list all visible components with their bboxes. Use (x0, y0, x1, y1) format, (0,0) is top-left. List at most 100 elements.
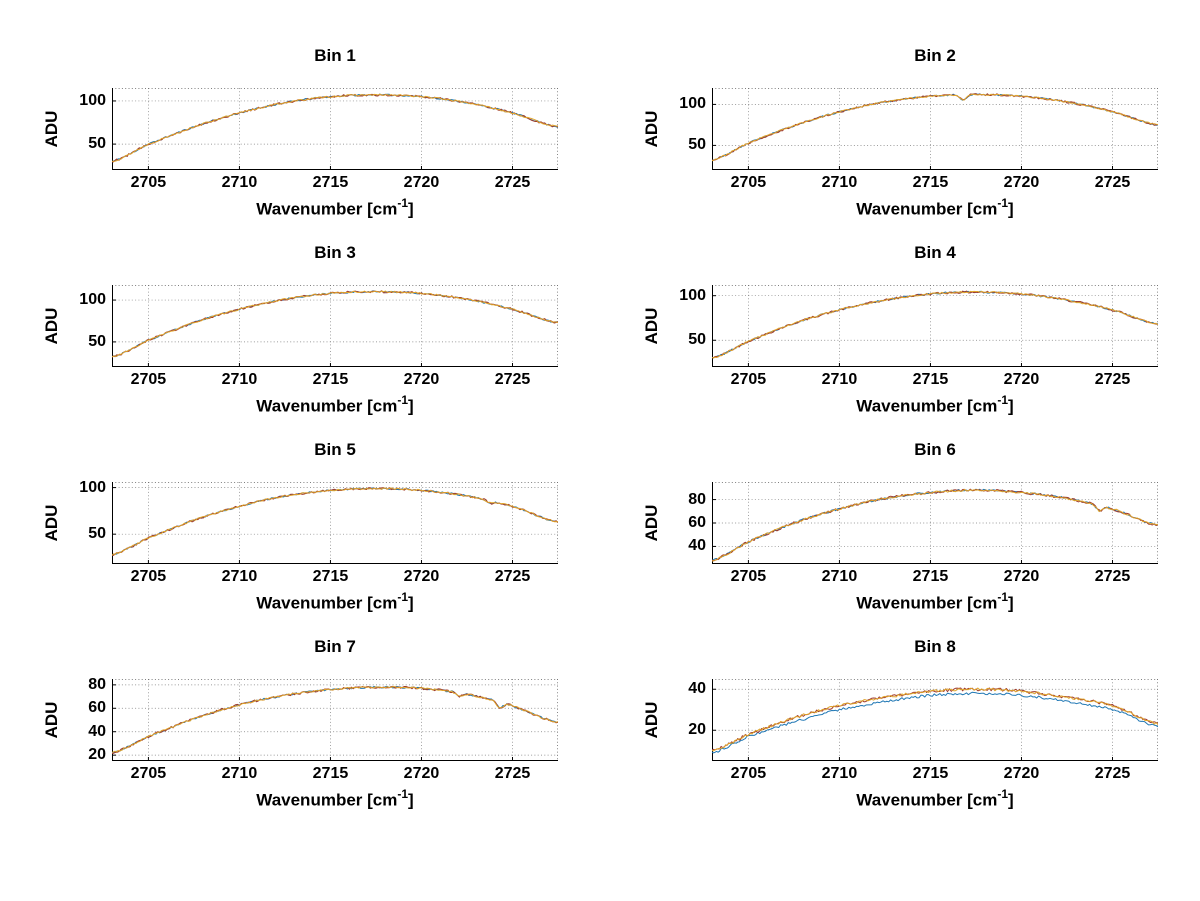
x-tick-label: 2710 (221, 568, 258, 585)
x-tick-label: 2720 (403, 765, 440, 782)
x-tick-label: 2720 (1003, 371, 1040, 388)
x-axis-label-suffix: ] (408, 593, 414, 613)
x-axis-label-text: Wavenumber [cm (256, 790, 398, 810)
subplot-grid: Bin 1 ADU 50 100 2705 2710 2715 2720 2725 Wavenum… (0, 40, 1200, 828)
x-tick-label: 2725 (494, 371, 531, 388)
subplot-bin-5: Bin 5 ADU 50 100 2705 2710 2715 2720 2725 Wavenum… (0, 434, 600, 631)
x-tick-label: 2710 (221, 371, 258, 388)
x-tick-label: 2725 (494, 765, 531, 782)
subplot-title: Bin 8 (914, 637, 956, 656)
x-axis-label: Wavenumber [cm-1] (112, 393, 558, 417)
x-axis-label-suffix: ] (408, 199, 414, 219)
subplot-title: Bin 4 (914, 243, 956, 262)
x-tick-label: 2725 (1094, 371, 1131, 388)
x-tick-label: 2715 (312, 371, 349, 388)
plot-canvas (712, 88, 1158, 170)
subplot-title: Bin 1 (314, 46, 356, 65)
figure: Bin 1 ADU 50 100 2705 2710 2715 2720 2725 Wavenum… (0, 40, 1200, 828)
x-tick-label: 2715 (912, 371, 949, 388)
plot-canvas (712, 482, 1158, 564)
y-tick-label: 40 (688, 537, 706, 555)
x-axis-label-text: Wavenumber [cm (856, 396, 998, 416)
y-tick-label: 50 (88, 332, 106, 350)
subplot-title: Bin 7 (314, 637, 356, 656)
y-tick-label: 100 (679, 286, 706, 304)
subplot-bin-6: Bin 6 ADU 40 60 80 2705 2710 2715 2720 2725 Wavenu… (600, 434, 1200, 631)
x-axis-label-superscript: -1 (397, 590, 409, 604)
subplot-title: Bin 3 (314, 243, 356, 262)
x-tick-label: 2705 (730, 174, 767, 191)
plot-canvas (112, 679, 558, 761)
x-axis-label: Wavenumber [cm-1] (712, 196, 1158, 220)
x-axis-label-superscript: -1 (397, 196, 409, 210)
y-tick-label: 100 (79, 478, 106, 496)
x-tick-label: 2715 (912, 174, 949, 191)
y-tick-label: 20 (88, 746, 106, 764)
x-axis-label: Wavenumber [cm-1] (112, 787, 558, 811)
x-axis-label-suffix: ] (1008, 790, 1014, 810)
x-tick-label: 2710 (821, 765, 858, 782)
x-axis-label-text: Wavenumber [cm (856, 790, 998, 810)
y-tick-label: 60 (688, 514, 706, 531)
y-tick-label: 20 (688, 721, 706, 739)
plot-canvas (112, 88, 558, 170)
subplot-title: Bin 5 (314, 440, 356, 459)
x-tick-label: 2715 (912, 568, 949, 585)
x-axis-label-superscript: -1 (997, 196, 1009, 210)
plot-canvas (712, 679, 1158, 761)
x-tick-label: 2710 (821, 568, 858, 585)
x-tick-label: 2720 (1003, 765, 1040, 782)
x-tick-label: 2705 (130, 765, 167, 782)
y-tick-label: 40 (88, 722, 106, 740)
x-axis-label-text: Wavenumber [cm (256, 396, 398, 416)
x-tick-label: 2725 (494, 568, 531, 585)
x-tick-label: 2710 (821, 371, 858, 388)
x-tick-label: 2705 (730, 568, 767, 585)
x-axis-label: Wavenumber [cm-1] (112, 590, 558, 614)
x-axis-label: Wavenumber [cm-1] (712, 590, 1158, 614)
y-tick-label: 100 (79, 291, 106, 309)
x-tick-label: 2705 (130, 568, 167, 585)
y-tick-label: 100 (679, 95, 706, 113)
x-tick-label: 2705 (130, 371, 167, 388)
x-tick-label: 2715 (312, 765, 349, 782)
x-tick-label: 2725 (494, 174, 531, 191)
x-tick-label: 2710 (221, 765, 258, 782)
x-axis-label-superscript: -1 (997, 393, 1009, 407)
subplot-title: Bin 2 (914, 46, 956, 65)
x-axis-label: Wavenumber [cm-1] (712, 787, 1158, 811)
x-tick-label: 2710 (221, 174, 258, 191)
x-axis-label-suffix: ] (408, 790, 414, 810)
x-axis-label: Wavenumber [cm-1] (112, 196, 558, 220)
x-tick-label: 2725 (1094, 765, 1131, 782)
y-tick-label: 80 (88, 675, 106, 693)
y-tick-label: 50 (88, 135, 106, 153)
y-tick-label: 50 (688, 136, 706, 154)
x-tick-label: 2725 (1094, 568, 1131, 585)
y-tick-label: 40 (688, 680, 706, 698)
x-tick-label: 2720 (403, 174, 440, 191)
x-axis-label-text: Wavenumber [cm (856, 593, 998, 613)
x-axis-label-superscript: -1 (397, 787, 409, 801)
plot-canvas (112, 285, 558, 367)
x-tick-label: 2720 (1003, 568, 1040, 585)
x-tick-label: 2720 (403, 371, 440, 388)
x-axis-label-text: Wavenumber [cm (256, 199, 398, 219)
subplot-bin-4: Bin 4 ADU 50 100 2705 2710 2715 2720 2725 Wavenum… (600, 237, 1200, 434)
plot-canvas (712, 285, 1158, 367)
subplot-bin-7: Bin 7 ADU 20 40 60 80 2705 2710 2715 2720 2725 Wave… (0, 631, 600, 828)
x-axis-label-superscript: -1 (997, 787, 1009, 801)
y-tick-label: 60 (88, 699, 106, 717)
x-tick-label: 2720 (1003, 174, 1040, 191)
x-axis-label-superscript: -1 (997, 590, 1009, 604)
x-tick-label: 2715 (312, 174, 349, 191)
x-axis-label-suffix: ] (1008, 199, 1014, 219)
y-tick-label: 50 (88, 525, 106, 543)
plot-canvas (112, 482, 558, 564)
x-axis-label: Wavenumber [cm-1] (712, 393, 1158, 417)
subplot-bin-1: Bin 1 ADU 50 100 2705 2710 2715 2720 2725 Wavenum… (0, 40, 600, 237)
x-axis-label-suffix: ] (408, 396, 414, 416)
x-axis-label-text: Wavenumber [cm (856, 199, 998, 219)
subplot-bin-3: Bin 3 ADU 50 100 2705 2710 2715 2720 2725 Wavenum… (0, 237, 600, 434)
x-axis-label-text: Wavenumber [cm (256, 593, 398, 613)
